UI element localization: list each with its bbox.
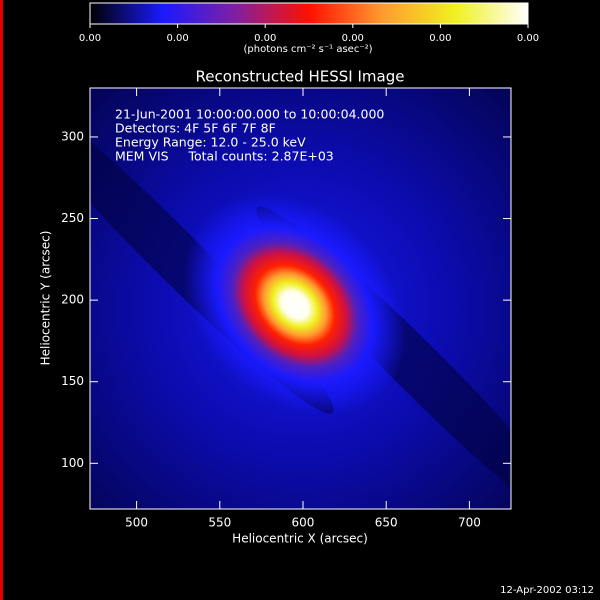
y-tick-label: 200 [61, 293, 84, 307]
source-blob [183, 193, 407, 417]
colorbar-label: (photons cm⁻² s⁻¹ asec⁻²) [243, 44, 372, 55]
image [90, 88, 511, 509]
x-axis-label: Heliocentric X (arcsec) [232, 532, 368, 546]
y-tick-label: 100 [61, 456, 84, 470]
colorbar-tick-label: 0.00 [429, 33, 451, 44]
colorbar [89, 2, 529, 25]
y-tick-label: 250 [61, 211, 84, 225]
x-tick-label: 600 [292, 516, 315, 530]
annotation: Energy Range: 12.0 - 25.0 keV [115, 135, 306, 150]
x-tick-label: 650 [375, 516, 398, 530]
timestamp: 12-Apr-2002 03:12 [500, 585, 594, 596]
colorbar-tick-label: 0.00 [517, 33, 539, 44]
x-tick-label: 700 [458, 516, 481, 530]
plot-frame [89, 87, 512, 510]
colorbar-tick-label: 0.00 [342, 33, 364, 44]
colorbar-tick-label: 0.00 [254, 33, 276, 44]
chart-title: Reconstructed HESSI Image [196, 68, 405, 86]
colorbar-tick-label: 0.00 [79, 33, 101, 44]
y-axis-label: Heliocentric Y (arcsec) [39, 231, 53, 366]
y-tick-label: 300 [61, 129, 84, 143]
edge-bar [0, 0, 3, 600]
y-tick-label: 150 [61, 374, 84, 388]
x-tick-label: 550 [208, 516, 231, 530]
annotation: Detectors: 4F 5F 6F 7F 8F [115, 121, 276, 136]
annotation: MEM VIS Total counts: 2.87E+03 [115, 149, 334, 164]
x-tick-label: 500 [125, 516, 148, 530]
colorbar-tick-label: 0.00 [166, 33, 188, 44]
annotations: 21-Jun-2001 10:00:00.000 to 10:00:04.000… [115, 107, 384, 164]
annotation: 21-Jun-2001 10:00:00.000 to 10:00:04.000 [115, 107, 384, 122]
